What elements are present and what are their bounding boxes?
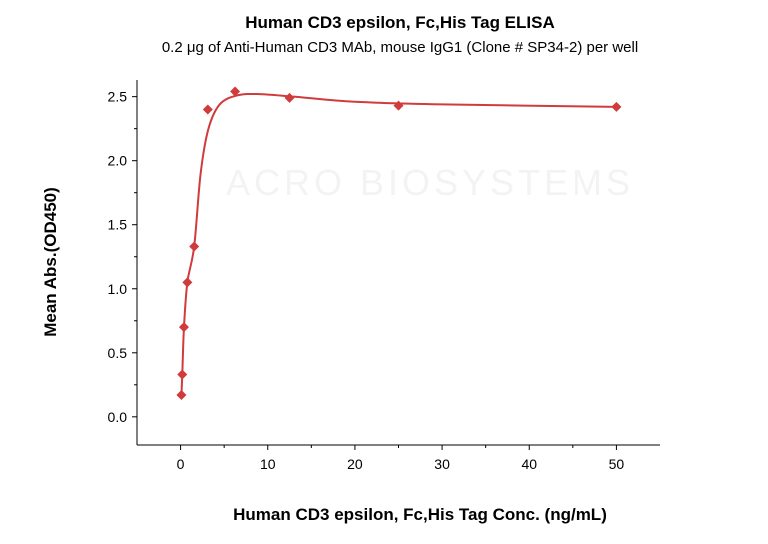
y-tick-label: 1.5 [108, 217, 128, 233]
data-point [189, 241, 200, 252]
y-tick-label: 2.5 [108, 89, 128, 105]
x-tick-label: 0 [177, 456, 185, 472]
data-point [611, 101, 622, 112]
x-tick-label: 10 [260, 456, 276, 472]
data-point [230, 86, 241, 97]
y-tick-label: 0.0 [108, 409, 128, 425]
data-point [178, 322, 189, 333]
y-tick-label: 0.5 [108, 345, 128, 361]
data-points-layer [176, 86, 622, 401]
watermark-text: ACRO BIOSYSTEMS [226, 162, 634, 203]
x-tick-label: 30 [434, 456, 450, 472]
x-tick-label: 40 [521, 456, 537, 472]
chart-subtitle: 0.2 μg of Anti-Human CD3 MAb, mouse IgG1… [162, 39, 638, 56]
data-point [393, 100, 404, 111]
data-point [176, 390, 187, 401]
fit-curve-layer [180, 92, 617, 396]
y-tick-label: 1.0 [108, 281, 128, 297]
data-point [284, 92, 295, 103]
y-tick-label: 2.0 [108, 153, 128, 169]
x-tick-label: 50 [609, 456, 625, 472]
chart-title: Human CD3 epsilon, Fc,His Tag ELISA [245, 13, 555, 32]
data-point [202, 104, 213, 115]
axes: 0 10 20 30 40 50 0.0 0.5 1.0 1.5 2.0 2.5 [108, 80, 660, 472]
x-axis-label: Human CD3 epsilon, Fc,His Tag Conc. (ng/… [233, 505, 607, 524]
x-tick-label: 20 [347, 456, 363, 472]
y-axis-label: Mean Abs.(OD450) [41, 187, 60, 337]
fit-curve [180, 92, 617, 396]
data-point [177, 369, 188, 380]
data-point [182, 277, 193, 288]
